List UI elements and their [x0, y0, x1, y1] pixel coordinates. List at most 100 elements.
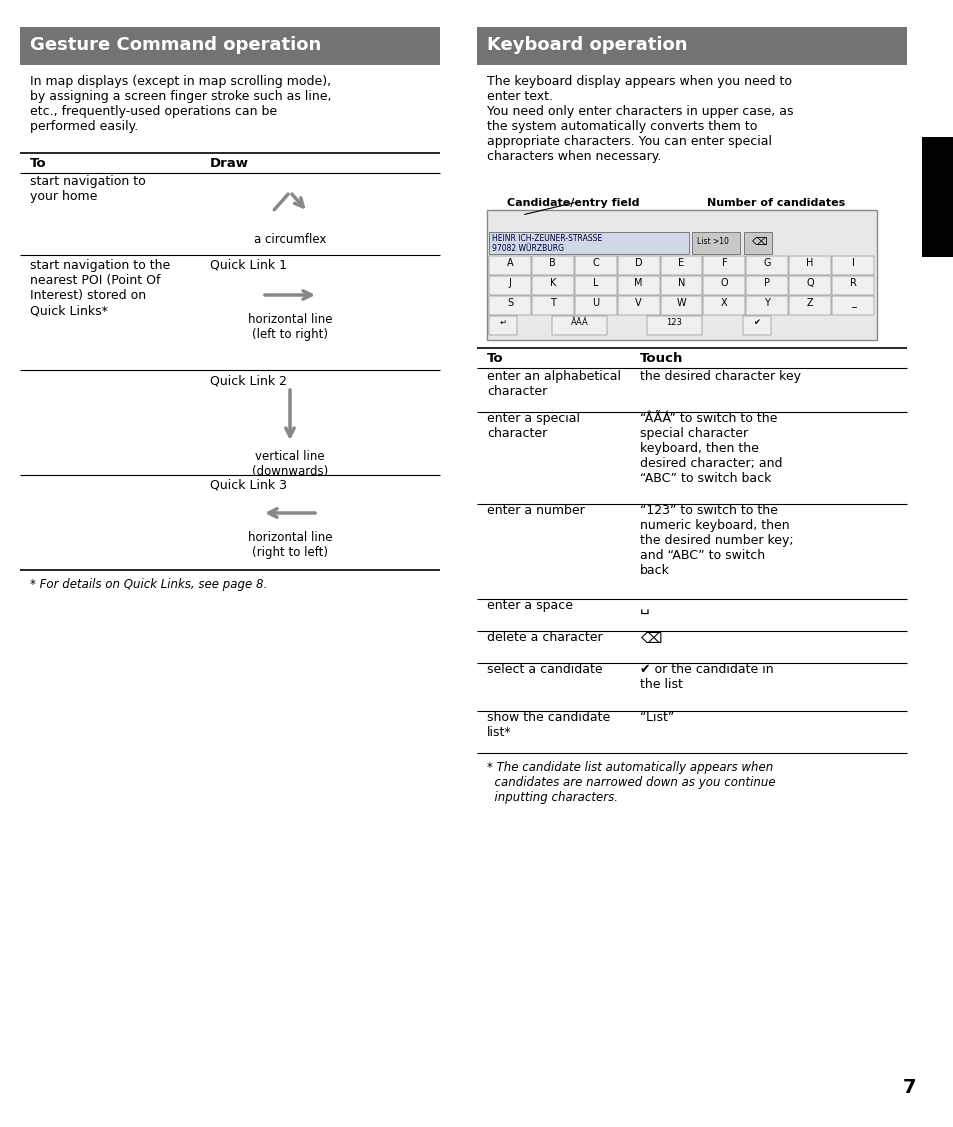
- Text: Number of candidates: Number of candidates: [706, 198, 844, 208]
- Text: ✔: ✔: [753, 318, 760, 327]
- Bar: [574, 296, 616, 316]
- Text: select a candidate: select a candidate: [486, 663, 602, 676]
- Text: R: R: [849, 278, 856, 289]
- Bar: [742, 316, 770, 335]
- Bar: [831, 276, 873, 295]
- Bar: [617, 256, 659, 275]
- Text: Quick Link 3: Quick Link 3: [210, 479, 287, 492]
- Bar: [788, 296, 830, 316]
- Text: Candidate/entry field: Candidate/entry field: [506, 198, 639, 208]
- Text: D: D: [634, 258, 641, 268]
- Text: enter a space: enter a space: [486, 598, 573, 612]
- Bar: [788, 256, 830, 275]
- Text: B: B: [549, 258, 556, 268]
- Text: The keyboard display appears when you need to
enter text.
You need only enter ch: The keyboard display appears when you ne…: [486, 76, 793, 163]
- Text: G: G: [762, 258, 770, 268]
- Text: To: To: [486, 352, 503, 365]
- Bar: [743, 232, 771, 254]
- Bar: [659, 256, 701, 275]
- Text: N: N: [677, 278, 684, 289]
- Text: start navigation to the
nearest POI (Point Of
Interest) stored on
Quick Links*: start navigation to the nearest POI (Poi…: [30, 259, 170, 317]
- Text: M: M: [634, 278, 642, 289]
- Bar: [831, 256, 873, 275]
- Text: Touch: Touch: [639, 352, 682, 365]
- Text: X: X: [720, 298, 727, 308]
- Text: In map displays (except in map scrolling mode),
by assigning a screen finger str: In map displays (except in map scrolling…: [30, 76, 331, 133]
- Bar: [489, 232, 688, 254]
- Text: O: O: [720, 278, 727, 289]
- Text: U: U: [592, 298, 598, 308]
- Text: Draw: Draw: [210, 157, 249, 170]
- Text: Q: Q: [805, 278, 813, 289]
- Text: J: J: [508, 278, 511, 289]
- Text: delete a character: delete a character: [486, 631, 602, 644]
- Text: T: T: [549, 298, 556, 308]
- Text: To: To: [30, 157, 47, 170]
- Text: Quick Link 1: Quick Link 1: [210, 259, 287, 272]
- Text: Y: Y: [763, 298, 769, 308]
- Text: horizontal line
(left to right): horizontal line (left to right): [248, 313, 332, 341]
- Text: I: I: [851, 258, 854, 268]
- Text: H: H: [805, 258, 813, 268]
- Bar: [617, 276, 659, 295]
- FancyBboxPatch shape: [486, 210, 876, 340]
- Bar: [617, 296, 659, 316]
- Text: V: V: [635, 298, 641, 308]
- Text: _: _: [850, 298, 855, 308]
- Bar: [532, 276, 573, 295]
- Bar: [574, 256, 616, 275]
- Text: the desired character key: the desired character key: [639, 370, 801, 383]
- Text: ⌫: ⌫: [639, 631, 661, 646]
- Text: E: E: [678, 258, 684, 268]
- Text: a circumflex: a circumflex: [253, 233, 326, 246]
- Text: vertical line
(downwards): vertical line (downwards): [252, 450, 328, 478]
- Text: “List”: “List”: [639, 711, 674, 724]
- Text: show the candidate
list*: show the candidate list*: [486, 711, 610, 739]
- Text: Quick Link 2: Quick Link 2: [210, 374, 287, 387]
- Text: enter a special
character: enter a special character: [486, 412, 579, 440]
- Bar: [745, 276, 787, 295]
- Bar: [489, 316, 517, 335]
- Text: A: A: [506, 258, 513, 268]
- Text: 123: 123: [666, 318, 681, 327]
- Bar: [921, 137, 953, 257]
- Bar: [489, 276, 530, 295]
- Text: ↵: ↵: [499, 318, 506, 327]
- Text: S: S: [506, 298, 513, 308]
- Text: enter a number: enter a number: [486, 504, 584, 517]
- Text: ␣: ␣: [639, 598, 649, 614]
- Text: Keyboard operation: Keyboard operation: [486, 36, 687, 54]
- Bar: [659, 296, 701, 316]
- Bar: [20, 27, 439, 65]
- Bar: [532, 256, 573, 275]
- Text: HEINR ICH-ZEUNER-STRASSE
97082 WÜRZBURG: HEINR ICH-ZEUNER-STRASSE 97082 WÜRZBURG: [492, 234, 601, 254]
- Text: “123” to switch to the
numeric keyboard, then
the desired number key;
and “ABC” : “123” to switch to the numeric keyboard,…: [639, 504, 793, 577]
- Bar: [659, 276, 701, 295]
- Text: Z: Z: [806, 298, 813, 308]
- Bar: [646, 316, 701, 335]
- Bar: [788, 276, 830, 295]
- Text: 7: 7: [902, 1079, 916, 1097]
- Bar: [552, 316, 606, 335]
- Bar: [702, 256, 744, 275]
- Text: horizontal line
(right to left): horizontal line (right to left): [248, 531, 332, 559]
- Bar: [476, 27, 906, 65]
- Bar: [745, 256, 787, 275]
- Bar: [574, 276, 616, 295]
- Text: enter an alphabetical
character: enter an alphabetical character: [486, 370, 620, 398]
- Bar: [691, 232, 740, 254]
- Text: start navigation to
your home: start navigation to your home: [30, 175, 146, 203]
- Text: ⌫: ⌫: [751, 237, 767, 247]
- Bar: [532, 296, 573, 316]
- Text: L: L: [593, 278, 598, 289]
- Bar: [702, 276, 744, 295]
- Text: F: F: [720, 258, 726, 268]
- Text: * The candidate list automatically appears when
  candidates are narrowed down a: * The candidate list automatically appea…: [486, 761, 775, 804]
- Text: W: W: [676, 298, 685, 308]
- Text: * For details on Quick Links, see page 8.: * For details on Quick Links, see page 8…: [30, 578, 267, 591]
- Text: ✔ or the candidate in
the list: ✔ or the candidate in the list: [639, 663, 773, 691]
- Bar: [745, 296, 787, 316]
- Bar: [702, 296, 744, 316]
- Text: Gesture Command operation: Gesture Command operation: [30, 36, 321, 54]
- Bar: [831, 296, 873, 316]
